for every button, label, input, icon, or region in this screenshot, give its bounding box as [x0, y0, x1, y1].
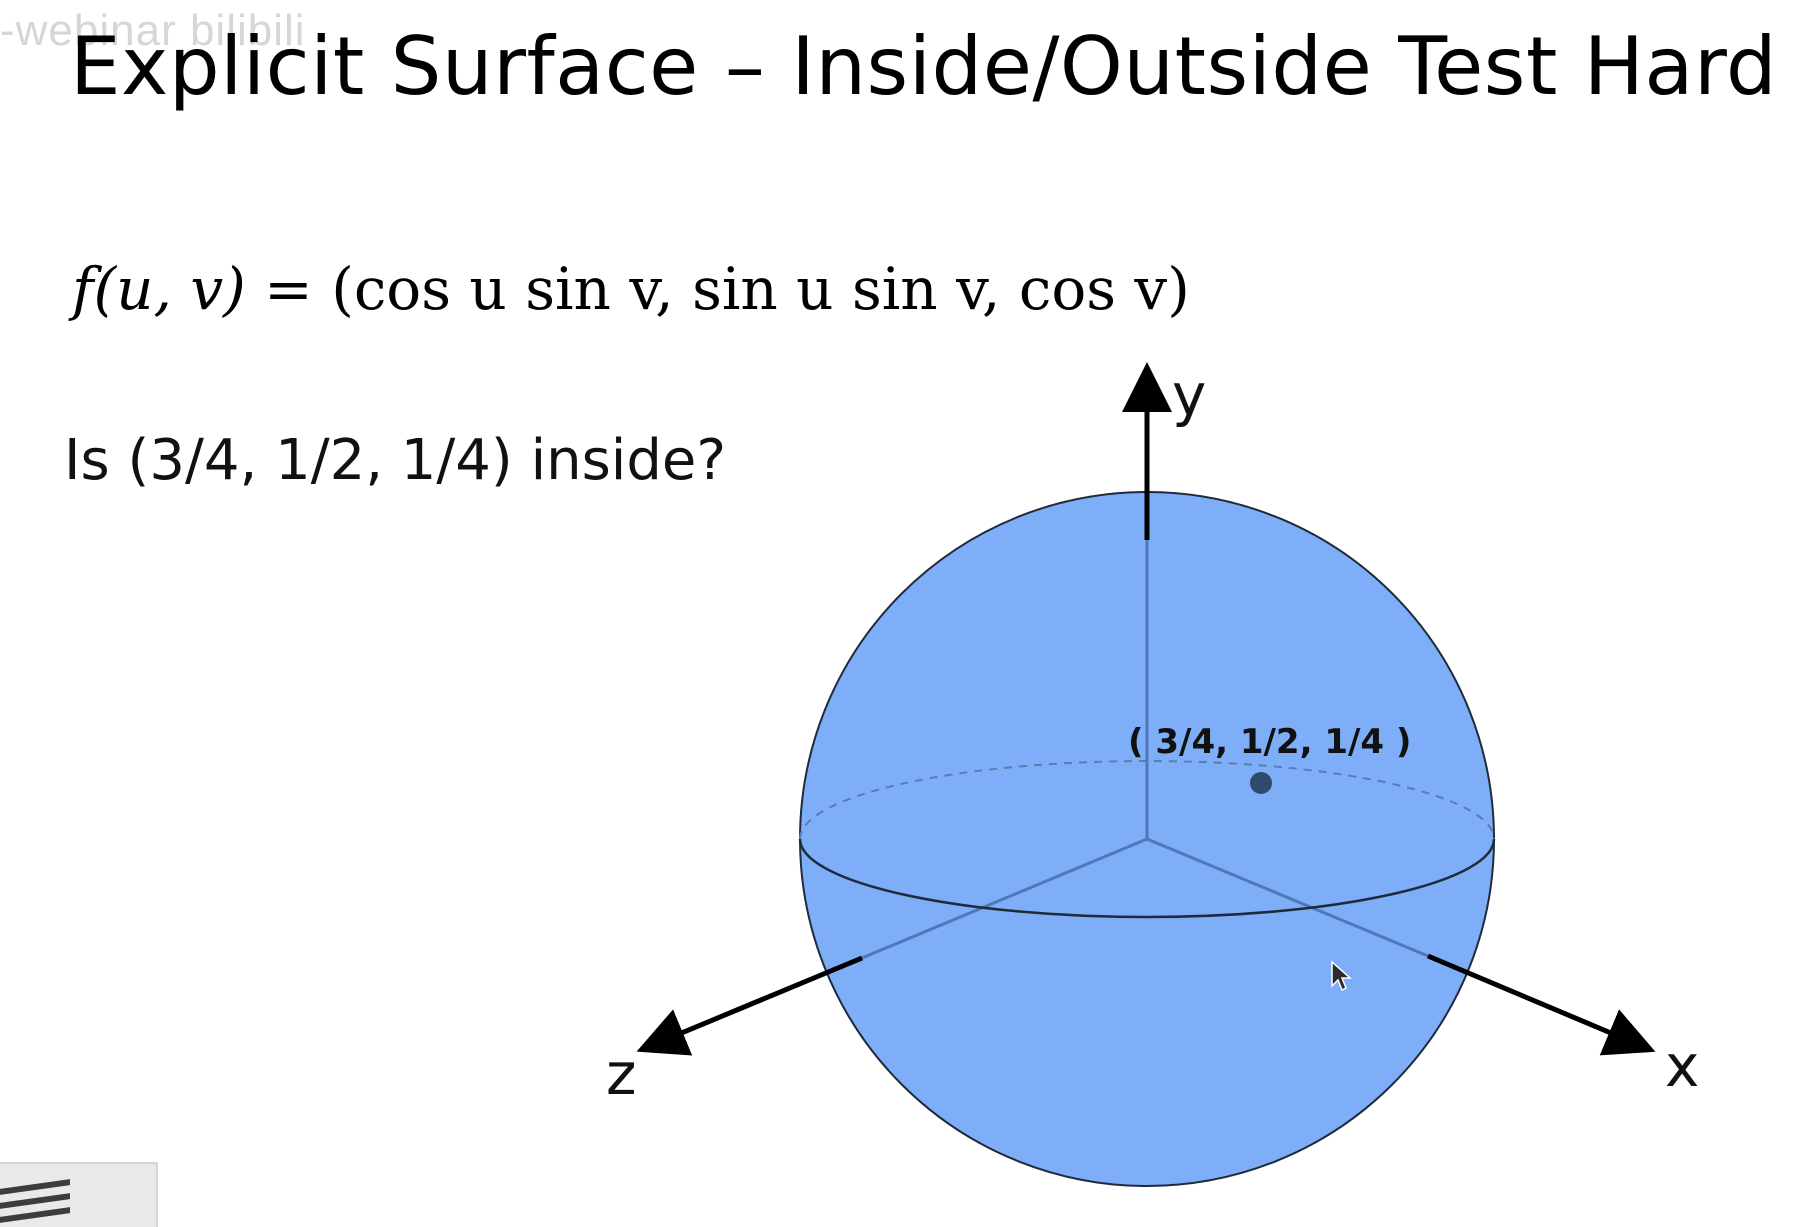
- y-axis-label: y: [1172, 361, 1206, 429]
- presenter-video-thumbnail: [0, 1162, 158, 1227]
- x-axis-inner: [1146, 837, 1429, 958]
- point-label: ( 3/4, 1/2, 1/4 ): [1128, 722, 1411, 762]
- x-axis-label: x: [1665, 1032, 1699, 1100]
- z-axis-label: z: [606, 1040, 636, 1108]
- x-axis: [1427, 953, 1656, 1056]
- z-axis: [636, 955, 863, 1056]
- z-axis-inner: [861, 837, 1148, 960]
- arrow-cursor-icon: [1331, 960, 1352, 992]
- formula-lhs: f(u, v) =: [72, 255, 332, 323]
- watermark: -webinar bilibili: [0, 6, 306, 55]
- point-marker: [1250, 772, 1272, 794]
- formula: f(u, v) = (cos u sin v, sin u sin v, cos…: [72, 255, 1190, 323]
- question-text: Is (3/4, 1/2, 1/4) inside?: [64, 428, 727, 493]
- equator-front: [798, 838, 1496, 919]
- formula-rhs: (cos u sin v, sin u sin v, cos v): [331, 255, 1190, 323]
- slide-title: Explicit Surface – Inside/Outside Test H…: [70, 20, 1778, 113]
